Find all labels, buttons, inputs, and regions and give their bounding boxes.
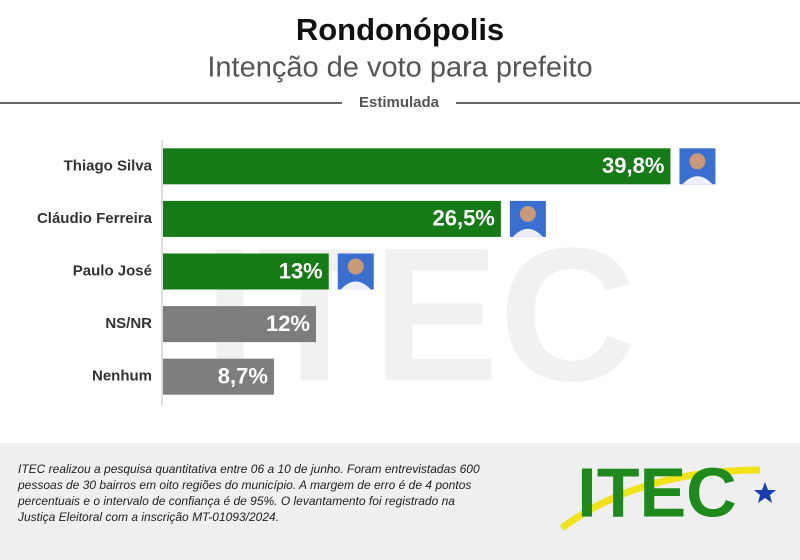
value-label: 12% bbox=[266, 311, 310, 336]
note-line: Justiça Eleitoral com a inscrição MT-010… bbox=[17, 510, 279, 524]
section-label: Estimulada bbox=[359, 94, 440, 111]
category-label: Paulo José bbox=[73, 262, 152, 279]
note-line: ITEC realizou a pesquisa quantitativa en… bbox=[18, 462, 480, 476]
bar bbox=[163, 148, 671, 185]
photo-head bbox=[689, 153, 706, 170]
photo-body bbox=[340, 281, 371, 290]
photo-head bbox=[519, 205, 536, 222]
photo-body bbox=[682, 176, 713, 185]
bar bbox=[163, 200, 501, 237]
photo-body bbox=[512, 228, 543, 237]
candidate-photo bbox=[509, 200, 546, 237]
chart-title: Rondonópolis bbox=[296, 12, 504, 47]
footer bbox=[0, 443, 800, 560]
logo-star bbox=[754, 482, 776, 503]
candidate-photo bbox=[679, 148, 716, 185]
value-label: 26,5% bbox=[432, 206, 494, 231]
note: ITEC realizou a pesquisa quantitativa en… bbox=[17, 462, 480, 524]
note-line: pessoas de 30 bairros em oito regiões do… bbox=[17, 478, 471, 492]
category-label: Cláudio Ferreira bbox=[37, 210, 153, 227]
chart-subtitle: Intenção de voto para prefeito bbox=[207, 52, 592, 84]
category-label: NS/NR bbox=[105, 315, 152, 332]
category-label: Nenhum bbox=[92, 368, 152, 385]
value-label: 13% bbox=[279, 258, 323, 283]
photo-head bbox=[347, 258, 364, 275]
value-label: 8,7% bbox=[218, 364, 268, 389]
bar bbox=[163, 306, 316, 343]
logo-swoosh bbox=[559, 466, 761, 531]
value-label: 39,8% bbox=[602, 153, 664, 178]
candidate-photo bbox=[337, 253, 374, 290]
note-line: percentuais e o intervalo de confiança é… bbox=[17, 494, 455, 508]
logo: ITEC bbox=[577, 453, 736, 531]
bar bbox=[163, 358, 274, 395]
bar bbox=[163, 253, 329, 290]
category-label: Thiago Silva bbox=[64, 157, 153, 174]
